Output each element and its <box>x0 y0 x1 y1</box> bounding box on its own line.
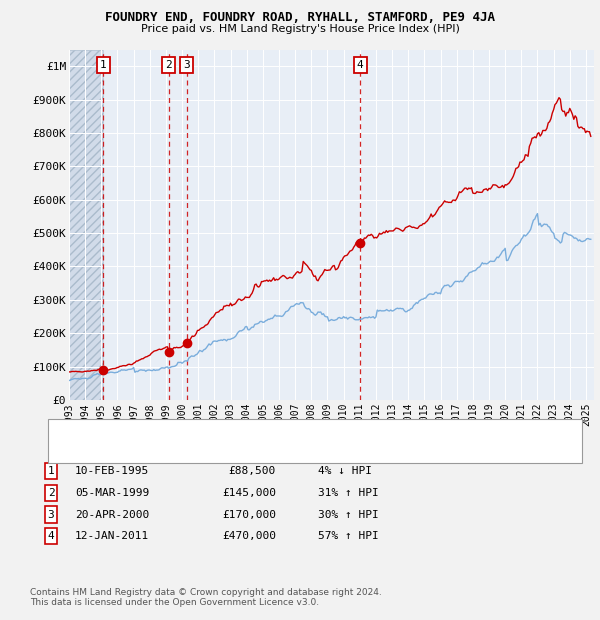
Text: 12-JAN-2011: 12-JAN-2011 <box>75 531 149 541</box>
Text: Contains HM Land Registry data © Crown copyright and database right 2024.
This d: Contains HM Land Registry data © Crown c… <box>30 588 382 607</box>
Text: 3: 3 <box>184 60 190 70</box>
Text: 1: 1 <box>100 60 107 70</box>
Text: 30% ↑ HPI: 30% ↑ HPI <box>318 510 379 520</box>
Text: 2: 2 <box>47 488 55 498</box>
Text: 10-FEB-1995: 10-FEB-1995 <box>75 466 149 476</box>
Text: 4: 4 <box>357 60 364 70</box>
Text: FOUNDRY END, FOUNDRY ROAD, RYHALL, STAMFORD, PE9 4JA: FOUNDRY END, FOUNDRY ROAD, RYHALL, STAMF… <box>105 11 495 24</box>
Bar <box>69 50 103 400</box>
Text: 20-APR-2000: 20-APR-2000 <box>75 510 149 520</box>
Text: 4% ↓ HPI: 4% ↓ HPI <box>318 466 372 476</box>
Text: 31% ↑ HPI: 31% ↑ HPI <box>318 488 379 498</box>
Text: HPI: Average price, detached house, Rutland: HPI: Average price, detached house, Rutl… <box>96 446 329 456</box>
Text: 57% ↑ HPI: 57% ↑ HPI <box>318 531 379 541</box>
Text: 2: 2 <box>166 60 172 70</box>
Text: 05-MAR-1999: 05-MAR-1999 <box>75 488 149 498</box>
Text: Price paid vs. HM Land Registry's House Price Index (HPI): Price paid vs. HM Land Registry's House … <box>140 24 460 33</box>
Bar <box>69 50 103 400</box>
Text: 3: 3 <box>47 510 55 520</box>
Text: £145,000: £145,000 <box>222 488 276 498</box>
Text: £170,000: £170,000 <box>222 510 276 520</box>
Text: 1: 1 <box>47 466 55 476</box>
Text: 4: 4 <box>47 531 55 541</box>
Text: £470,000: £470,000 <box>222 531 276 541</box>
Text: FOUNDRY END, FOUNDRY ROAD, RYHALL, STAMFORD, PE9 4JA (detached house): FOUNDRY END, FOUNDRY ROAD, RYHALL, STAMF… <box>96 425 527 436</box>
Text: £88,500: £88,500 <box>229 466 276 476</box>
